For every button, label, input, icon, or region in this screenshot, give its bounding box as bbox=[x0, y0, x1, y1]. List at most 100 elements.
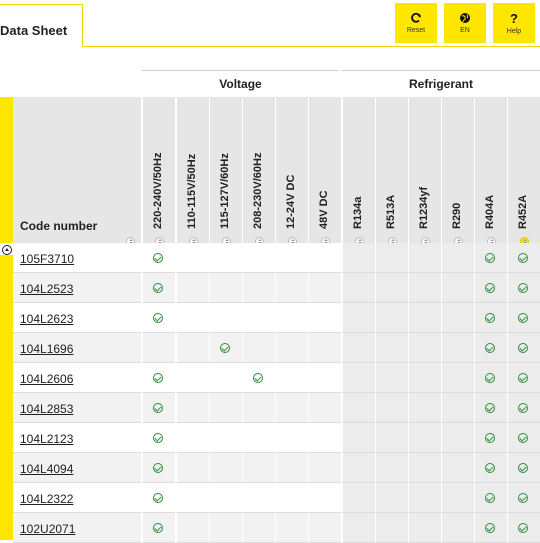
column-header-label: R290 bbox=[451, 202, 463, 229]
code-number-link[interactable]: 104L2123 bbox=[20, 432, 74, 446]
code-number-link[interactable]: 105F3710 bbox=[20, 252, 75, 266]
code-number-link[interactable]: 102U2071 bbox=[20, 522, 76, 536]
code-number-link[interactable]: 104L2623 bbox=[20, 312, 74, 326]
page-title: Data Sheet bbox=[0, 23, 68, 38]
check-icon bbox=[485, 403, 495, 413]
column-header-label: R404A bbox=[484, 194, 496, 229]
code-cell: 104L2322 bbox=[13, 483, 141, 513]
column-header[interactable]: 48V DC bbox=[308, 97, 341, 246]
code-number-link[interactable]: 104L2523 bbox=[20, 282, 74, 296]
check-icon bbox=[518, 403, 528, 413]
check-icon bbox=[518, 283, 528, 293]
table-row: 104L2606 bbox=[0, 363, 540, 393]
check-icon bbox=[153, 493, 163, 503]
help-button[interactable]: ? Help bbox=[493, 3, 535, 43]
collapse-icon[interactable] bbox=[2, 245, 12, 255]
check-icon bbox=[153, 313, 163, 323]
check-icon bbox=[518, 463, 528, 473]
column-header[interactable]: 12-24V DC bbox=[275, 97, 308, 246]
table-cell bbox=[342, 363, 375, 393]
table-row: 104L1696 bbox=[0, 333, 540, 363]
check-icon bbox=[153, 253, 163, 263]
table-cell bbox=[275, 483, 308, 513]
table-cell bbox=[441, 333, 474, 363]
code-cell: 104L4094 bbox=[13, 453, 141, 483]
table-cell bbox=[441, 393, 474, 423]
code-number-link[interactable]: 104L2606 bbox=[20, 372, 74, 386]
column-header[interactable]: 208-230V/60Hz bbox=[242, 97, 275, 246]
help-label: Help bbox=[506, 27, 522, 35]
table-cell bbox=[209, 423, 242, 453]
table-cell bbox=[142, 363, 175, 393]
column-header[interactable]: R1234yf bbox=[408, 97, 441, 246]
table-cell bbox=[408, 303, 441, 333]
table-cell bbox=[176, 393, 209, 423]
code-number-link[interactable]: 104L2853 bbox=[20, 402, 74, 416]
data-sheet-tab[interactable]: Data Sheet bbox=[0, 4, 83, 47]
column-header-label: 110-115V/50Hz bbox=[186, 153, 198, 229]
table-cell bbox=[342, 393, 375, 423]
table-cell bbox=[176, 423, 209, 453]
column-header[interactable]: R290 bbox=[441, 97, 474, 246]
check-icon bbox=[485, 493, 495, 503]
table-cell bbox=[474, 273, 507, 303]
code-number-link[interactable]: 104L2322 bbox=[20, 492, 74, 506]
column-header[interactable]: R404A bbox=[474, 97, 507, 246]
reset-button[interactable]: Reset bbox=[395, 3, 437, 43]
table-cell bbox=[342, 333, 375, 363]
code-number-link[interactable]: 104L4094 bbox=[20, 462, 74, 476]
table-row: 104L2123 bbox=[0, 423, 540, 453]
column-header[interactable]: R134a bbox=[342, 97, 375, 246]
check-icon bbox=[485, 373, 495, 383]
column-header-label: 115-127V/60Hz bbox=[219, 153, 231, 229]
table-cell bbox=[474, 363, 507, 393]
table-cell bbox=[242, 273, 275, 303]
table-cell bbox=[342, 453, 375, 483]
tab-underline bbox=[82, 46, 540, 47]
table-cell bbox=[507, 483, 540, 513]
column-header[interactable]: 110-115V/50Hz bbox=[176, 97, 209, 246]
column-header-label: 48V DC bbox=[318, 190, 330, 229]
table-cell bbox=[507, 513, 540, 543]
table-cell bbox=[375, 423, 408, 453]
table-cell bbox=[176, 243, 209, 273]
column-header-label: 12-24V DC bbox=[285, 174, 297, 229]
table-cell bbox=[209, 453, 242, 483]
code-cell: 104L2853 bbox=[13, 393, 141, 423]
code-number-link[interactable]: 104L1696 bbox=[20, 342, 74, 356]
table-cell bbox=[441, 453, 474, 483]
check-icon bbox=[518, 253, 528, 263]
code-number-label: Code number bbox=[20, 219, 98, 233]
table-cell bbox=[342, 303, 375, 333]
table-cell bbox=[275, 363, 308, 393]
column-header[interactable]: R452A bbox=[507, 97, 540, 246]
table-cell bbox=[176, 483, 209, 513]
table-cell bbox=[507, 243, 540, 273]
column-header-label: 220-240V/50Hz bbox=[152, 152, 164, 229]
check-icon bbox=[518, 313, 528, 323]
table-cell bbox=[507, 273, 540, 303]
column-header[interactable]: 220-240V/50Hz bbox=[142, 97, 175, 246]
table-row: 104L2853 bbox=[0, 393, 540, 423]
table-cell bbox=[375, 303, 408, 333]
check-icon bbox=[153, 283, 163, 293]
table-cell bbox=[308, 273, 341, 303]
table-cell bbox=[507, 363, 540, 393]
code-cell: 105F3710 bbox=[13, 243, 141, 273]
table-cell bbox=[474, 393, 507, 423]
table-cell bbox=[142, 453, 175, 483]
table-cell bbox=[342, 423, 375, 453]
table-cell bbox=[375, 453, 408, 483]
table-cell bbox=[242, 333, 275, 363]
table-cell bbox=[142, 333, 175, 363]
globe-icon bbox=[460, 13, 470, 23]
column-header[interactable]: 115-127V/60Hz bbox=[209, 97, 242, 246]
table-cell bbox=[209, 483, 242, 513]
table-cell bbox=[209, 243, 242, 273]
language-button[interactable]: EN bbox=[444, 3, 486, 43]
table-cell bbox=[474, 423, 507, 453]
table-cell bbox=[242, 393, 275, 423]
code-number-header[interactable]: Code number bbox=[13, 97, 141, 246]
column-header[interactable]: R513A bbox=[375, 97, 408, 246]
table-cell bbox=[209, 273, 242, 303]
